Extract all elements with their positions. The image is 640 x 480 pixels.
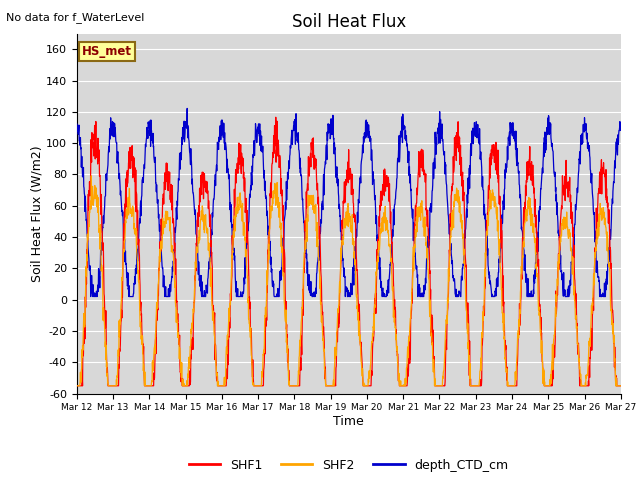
X-axis label: Time: Time [333, 415, 364, 428]
Text: No data for f_WaterLevel: No data for f_WaterLevel [6, 12, 145, 23]
Y-axis label: Soil Heat Flux (W/m2): Soil Heat Flux (W/m2) [30, 145, 43, 282]
Legend: SHF1, SHF2, depth_CTD_cm: SHF1, SHF2, depth_CTD_cm [184, 454, 514, 477]
Title: Soil Heat Flux: Soil Heat Flux [292, 12, 406, 31]
Text: HS_met: HS_met [82, 45, 132, 58]
